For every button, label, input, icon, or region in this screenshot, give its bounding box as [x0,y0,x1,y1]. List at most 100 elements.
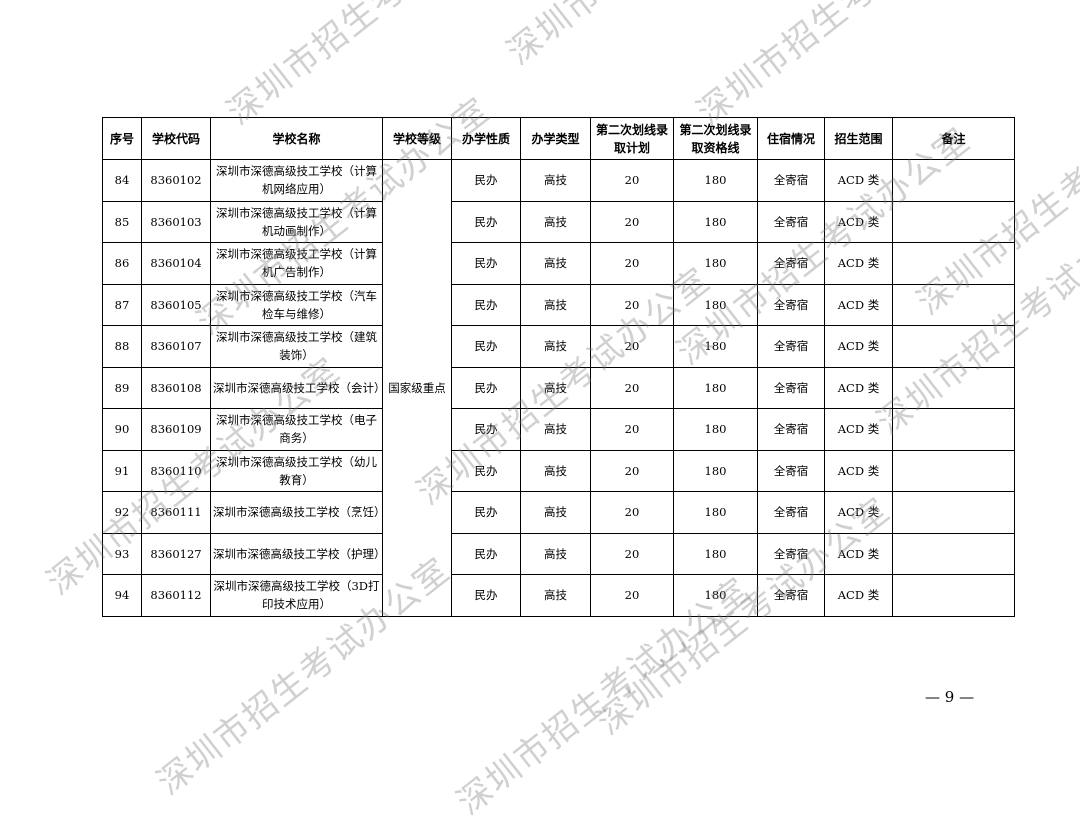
cell-scope: ACD 类 [824,242,893,285]
cell-type: 高技 [520,491,591,534]
table-row: 86 8360104 深圳市深德高级技工学校（计算机广告制作） 民办 高技 20 180 全寄… [102,242,1015,285]
cell-nature: 民办 [451,408,521,451]
cell-name: 深圳市深德高级技工学校（汽车检车与维修） [210,283,383,326]
cell-nature: 民办 [451,574,521,617]
cell-no: 90 [102,408,142,451]
cell-plan: 20 [590,532,674,575]
cell-scope: ACD 类 [824,200,893,243]
cell-no: 86 [102,242,142,285]
cell-nature: 民办 [451,449,521,492]
cell-score: 180 [673,532,758,575]
table-row: 89 8360108 深圳市深德高级技工学校（会计） 民办 高技 20 180 全寄宿 ACD … [102,366,1015,409]
cell-name: 深圳市深德高级技工学校（会计） [210,366,386,409]
cell-lodging: 全寄宿 [757,491,825,534]
cell-scope: ACD 类 [824,366,893,409]
cell-code: 8360110 [141,449,211,492]
cell-no: 84 [102,159,142,202]
cell-code: 8360108 [141,366,211,409]
cell-scope: ACD 类 [824,532,893,575]
table-row: 85 8360103 深圳市深德高级技工学校（计算机动画制作） 民办 高技 20 180 全寄… [102,200,1015,243]
column-header: 招生范围 [824,117,893,160]
cell-type: 高技 [520,325,591,368]
cell-nature: 民办 [451,283,521,326]
cell-score: 180 [673,574,758,617]
cell-nature: 民办 [451,242,521,285]
table-row: 88 8360107 深圳市深德高级技工学校（建筑装饰） 民办 高技 20 180 全寄宿 AC… [102,325,1015,368]
cell-code: 8360127 [141,532,211,575]
cell-scope: ACD 类 [824,449,893,492]
cell-no: 93 [102,532,142,575]
cell-lodging: 全寄宿 [757,200,825,243]
table-row: 90 8360109 深圳市深德高级技工学校（电子商务） 民办 高技 20 180 全寄宿 AC… [102,408,1015,451]
cell-code: 8360105 [141,283,211,326]
cell-scope: ACD 类 [824,574,893,617]
cell-no: 88 [102,325,142,368]
cell-note [892,574,1015,617]
cell-lodging: 全寄宿 [757,532,825,575]
cell-nature: 民办 [451,325,521,368]
watermark: 深圳市招生考试办公室 [495,0,809,74]
cell-nature: 民办 [451,532,521,575]
cell-type: 高技 [520,449,591,492]
cell-type: 高技 [520,200,591,243]
cell-score: 180 [673,408,758,451]
cell-plan: 20 [590,491,674,534]
cell-plan: 20 [590,200,674,243]
cell-code: 8360112 [141,574,211,617]
cell-lodging: 全寄宿 [757,574,825,617]
cell-lodging: 全寄宿 [757,449,825,492]
cell-type: 高技 [520,366,591,409]
column-header: 第二次划线录取计划 [590,117,674,160]
cell-note [892,325,1015,368]
cell-plan: 20 [590,366,674,409]
cell-scope: ACD 类 [824,283,893,326]
cell-plan: 20 [590,325,674,368]
cell-no: 85 [102,200,142,243]
cell-code: 8360109 [141,408,211,451]
cell-no: 91 [102,449,142,492]
table-row: 93 8360127 深圳市深德高级技工学校（护理） 民办 高技 20 180 全寄宿 ACD … [102,532,1015,575]
column-header: 第二次划线录取资格线 [673,117,758,160]
table-row: 92 8360111 深圳市深德高级技工学校（烹饪） 民办 高技 20 180 全寄宿 ACD … [102,491,1015,534]
cell-no: 92 [102,491,142,534]
cell-name: 深圳市深德高级技工学校（烹饪） [210,491,386,534]
cell-note [892,159,1015,202]
cell-name: 深圳市深德高级技工学校（建筑装饰） [210,325,383,368]
watermark: 深圳市招生考试办公室 [689,0,999,134]
cell-name: 深圳市深德高级技工学校（计算机网络应用） [210,159,383,202]
cell-scope: ACD 类 [824,408,893,451]
table-row: 91 8360110 深圳市深德高级技工学校（幼儿教育） 民办 高技 20 180 全寄宿 AC… [102,449,1015,492]
cell-type: 高技 [520,408,591,451]
cell-nature: 民办 [451,491,521,534]
cell-no: 89 [102,366,142,409]
column-header: 办学类型 [520,117,591,160]
cell-score: 180 [673,325,758,368]
cell-code: 8360107 [141,325,211,368]
cell-type: 高技 [520,283,591,326]
cell-type: 高技 [520,242,591,285]
cell-note [892,408,1015,451]
cell-scope: ACD 类 [824,325,893,368]
cell-note [892,491,1015,534]
cell-lodging: 全寄宿 [757,159,825,202]
cell-plan: 20 [590,242,674,285]
table-row: 87 8360105 深圳市深德高级技工学校（汽车检车与维修） 民办 高技 20 180 全寄… [102,283,1015,326]
cell-score: 180 [673,366,758,409]
column-header: 学校等级 [382,117,452,160]
cell-plan: 20 [590,159,674,202]
cell-no: 87 [102,283,142,326]
cell-lodging: 全寄宿 [757,242,825,285]
cell-name: 深圳市深德高级技工学校（3D打印技术应用） [210,574,383,617]
admission-table: 序号 学校代码 学校名称 学校等级 办学性质 办学类型 第二次划线录取计划 第二次划线录取资格… [102,117,1015,617]
column-header: 备注 [892,117,1015,160]
column-header: 序号 [102,117,142,160]
cell-note [892,366,1015,409]
cell-plan: 20 [590,283,674,326]
cell-nature: 民办 [451,366,521,409]
table-row: 84 8360102 深圳市深德高级技工学校（计算机网络应用） 国家级重点 民办 高技 20… [102,159,1015,617]
cell-lodging: 全寄宿 [757,283,825,326]
cell-score: 180 [673,159,758,202]
cell-scope: ACD 类 [824,159,893,202]
cell-no: 94 [102,574,142,617]
cell-nature: 民办 [451,159,521,202]
